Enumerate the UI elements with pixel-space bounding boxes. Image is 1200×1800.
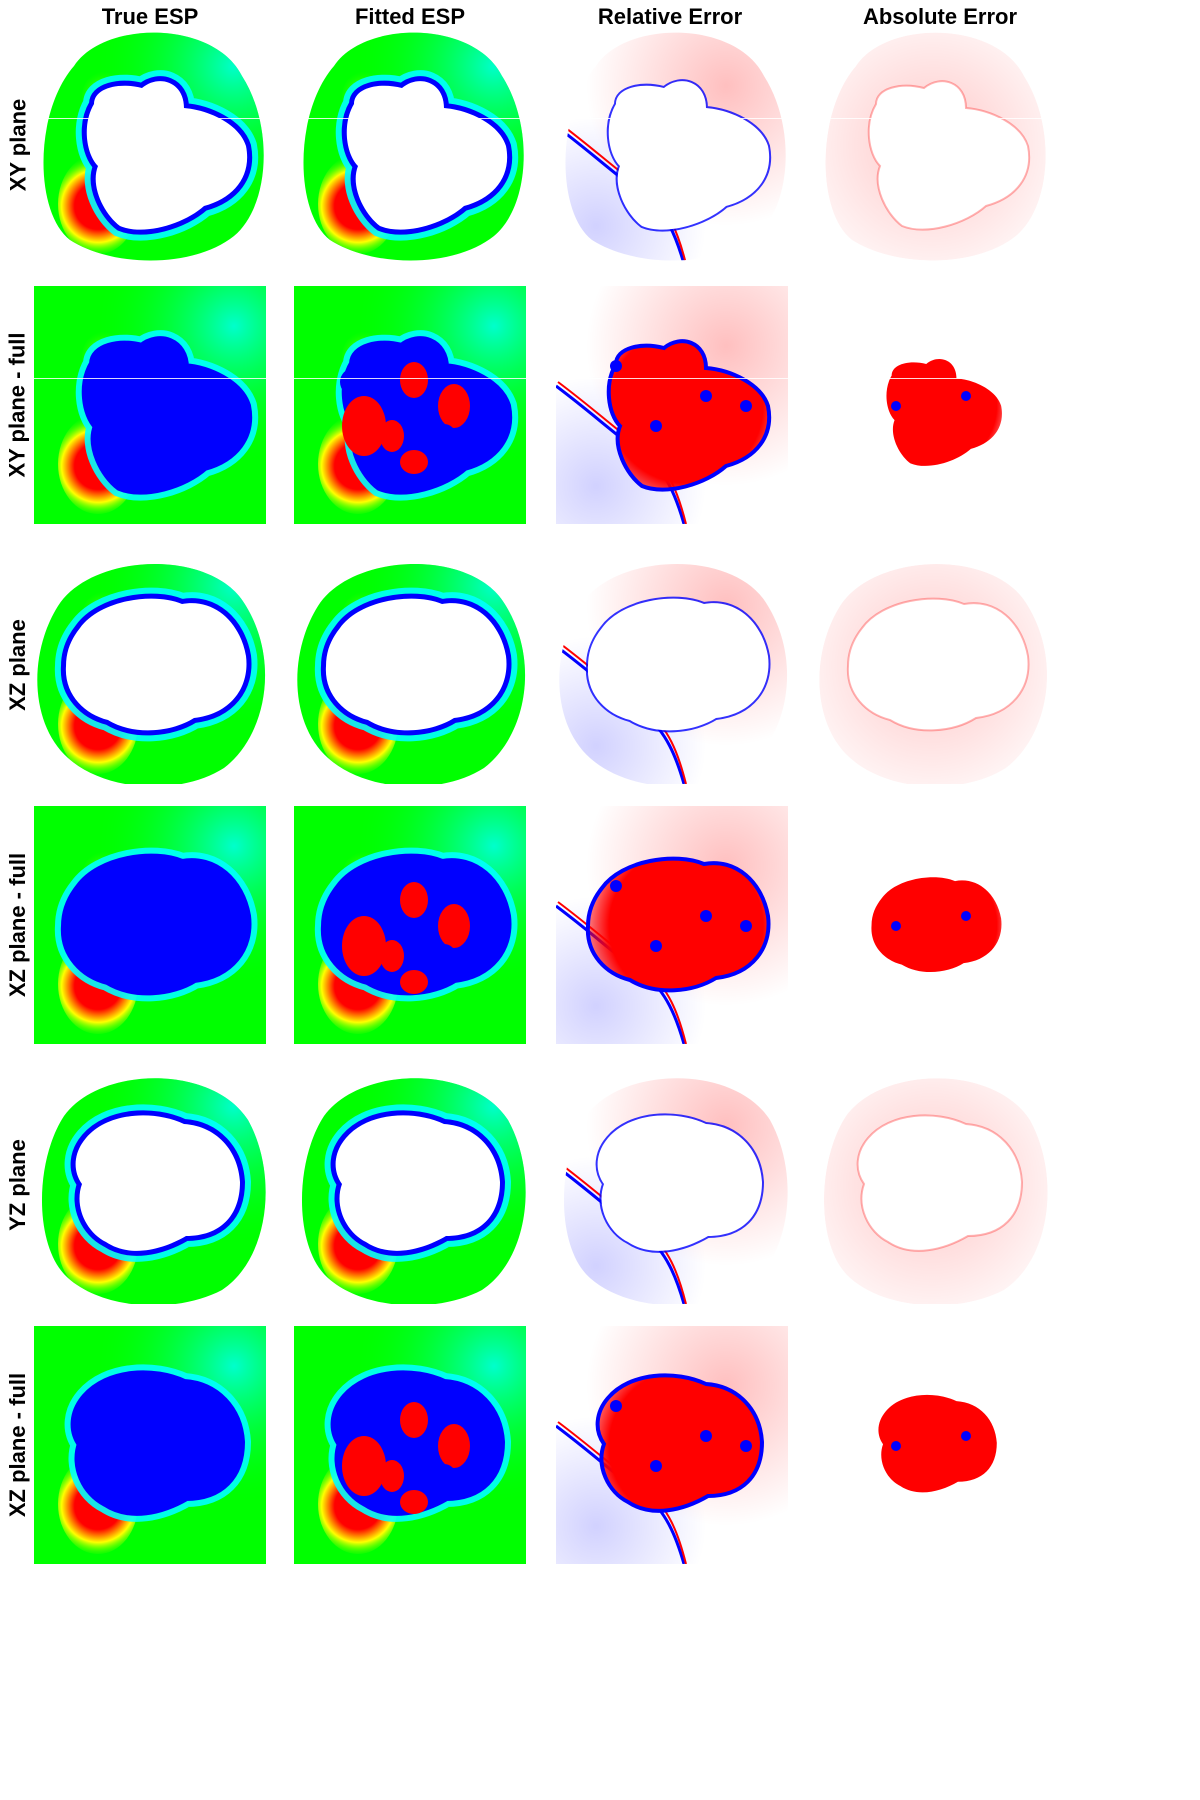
slice-line [556, 378, 788, 379]
slice-line [34, 378, 266, 379]
heatmap-image [294, 1326, 526, 1564]
slice-line [34, 118, 266, 119]
heatmap-image [816, 286, 1048, 524]
heatmap-panel [294, 26, 526, 264]
heatmap-panel [294, 1326, 526, 1564]
heatmap-panel [816, 806, 1048, 1044]
slice-line [294, 378, 526, 379]
column-header-true-esp: True ESP [101, 4, 199, 29]
heatmap-image [34, 286, 266, 524]
heatmap-image [294, 286, 526, 524]
heatmap-image [563, 1078, 788, 1304]
heatmap-panel [294, 546, 526, 784]
heatmap-image [559, 563, 788, 784]
row-label: XY plane - full [5, 332, 30, 478]
heatmap-panel [816, 1066, 1048, 1304]
heatmap-image [816, 1326, 1048, 1564]
heatmap-panel [34, 286, 266, 524]
heatmap-image [41, 1078, 266, 1304]
heatmap-image [823, 1078, 1048, 1304]
heatmap-image [556, 286, 788, 524]
heatmap-image [34, 806, 266, 1044]
heatmap-image [37, 563, 266, 784]
heatmap-panel [34, 26, 266, 264]
heatmap-image [556, 1326, 788, 1564]
heatmap-panel [556, 1066, 788, 1304]
row-label: XZ plane [5, 619, 30, 711]
heatmap-panel [556, 26, 788, 264]
heatmap-image [816, 806, 1048, 1044]
heatmap-image [297, 563, 526, 784]
heatmap-panel [294, 1066, 526, 1304]
heatmap-panel [294, 806, 526, 1044]
slice-line [816, 378, 1048, 379]
row-label: YZ plane [5, 1139, 30, 1231]
heatmap-panel [816, 546, 1048, 784]
heatmap-panel [556, 546, 788, 784]
heatmap-panel [816, 26, 1048, 264]
heatmap-panel [34, 1326, 266, 1564]
row-label: XZ plane - full [5, 852, 31, 998]
column-header-fitted-esp: Fitted ESP [354, 4, 465, 29]
slice-line [556, 118, 788, 119]
column-header-absolute-error: Absolute Error [862, 4, 1018, 29]
slice-line [294, 118, 526, 119]
heatmap-image [301, 1078, 526, 1304]
row-label: XY plane [5, 98, 30, 192]
heatmap-panel [34, 806, 266, 1044]
heatmap-panel [816, 1326, 1048, 1564]
column-header-relative-error: Relative Error [597, 4, 743, 29]
heatmap-image [43, 32, 264, 261]
slice-line [816, 118, 1048, 119]
heatmap-image [819, 563, 1048, 784]
heatmap-panel [34, 1066, 266, 1304]
heatmap-panel [34, 546, 266, 784]
heatmap-panel [556, 1326, 788, 1564]
heatmap-image [303, 32, 524, 261]
heatmap-image [556, 806, 788, 1044]
heatmap-image [565, 32, 786, 261]
row-label: XZ plane - full [5, 1372, 31, 1518]
heatmap-image [294, 806, 526, 1044]
heatmap-panel [556, 806, 788, 1044]
heatmap-image [825, 32, 1046, 261]
heatmap-panel [816, 286, 1048, 524]
heatmap-panel [556, 286, 788, 524]
heatmap-panel [294, 286, 526, 524]
heatmap-image [34, 1326, 266, 1564]
